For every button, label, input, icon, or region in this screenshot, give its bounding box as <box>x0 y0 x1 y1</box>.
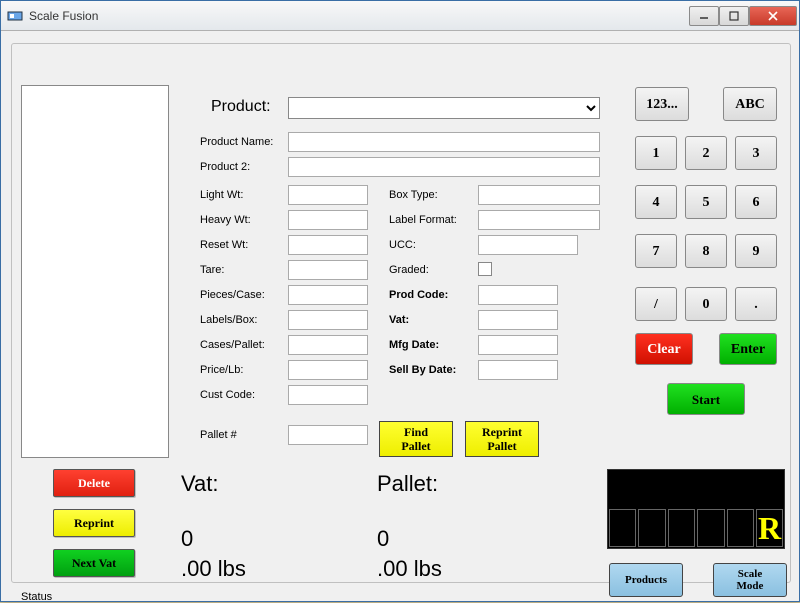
vat-label: Vat: <box>389 314 409 326</box>
light-wt-label: Light Wt: <box>200 189 243 201</box>
price-lb-label: Price/Lb: <box>200 364 243 376</box>
tare-input[interactable] <box>288 260 368 280</box>
key-6[interactable]: 6 <box>735 185 777 219</box>
product-select[interactable] <box>288 97 600 119</box>
vat-total-label: Vat: <box>181 471 219 497</box>
reprint-button[interactable]: Reprint <box>53 509 135 537</box>
key-start[interactable]: Start <box>667 383 745 415</box>
product2-label: Product 2: <box>200 161 250 173</box>
close-button[interactable] <box>749 6 797 26</box>
cust-code-label: Cust Code: <box>200 389 255 401</box>
reprint-pallet-button[interactable]: Reprint Pallet <box>465 421 539 457</box>
display-r: R <box>756 509 783 547</box>
display-cell <box>668 509 695 547</box>
pallet-total-label: Pallet: <box>377 471 438 497</box>
key-4[interactable]: 4 <box>635 185 677 219</box>
mfg-date-label: Mfg Date: <box>389 339 439 351</box>
reset-wt-input[interactable] <box>288 235 368 255</box>
window-title: Scale Fusion <box>29 9 689 23</box>
vat-weight: .00 lbs <box>181 556 246 582</box>
cases-pallet-input[interactable] <box>288 335 368 355</box>
key-slash[interactable]: / <box>635 287 677 321</box>
ucc-label: UCC: <box>389 239 416 251</box>
window-controls <box>689 6 797 26</box>
pieces-case-label: Pieces/Case: <box>200 289 265 301</box>
app-icon <box>7 8 23 24</box>
cases-pallet-label: Cases/Pallet: <box>200 339 265 351</box>
sell-by-input[interactable] <box>478 360 558 380</box>
product-name-input[interactable] <box>288 132 600 152</box>
key-7[interactable]: 7 <box>635 234 677 268</box>
key-5[interactable]: 5 <box>685 185 727 219</box>
next-vat-button[interactable]: Next Vat <box>53 549 135 577</box>
key-enter[interactable]: Enter <box>719 333 777 365</box>
key-8[interactable]: 8 <box>685 234 727 268</box>
key-9[interactable]: 9 <box>735 234 777 268</box>
key-1[interactable]: 1 <box>635 136 677 170</box>
prod-code-label: Prod Code: <box>389 289 448 301</box>
mfg-date-input[interactable] <box>478 335 558 355</box>
status-label: Status <box>21 591 52 603</box>
keypad-mode-abc[interactable]: ABC <box>723 87 777 121</box>
box-type-input[interactable] <box>478 185 600 205</box>
products-button[interactable]: Products <box>609 563 683 597</box>
price-lb-input[interactable] <box>288 360 368 380</box>
graded-label: Graded: <box>389 264 429 276</box>
pieces-case-input[interactable] <box>288 285 368 305</box>
minimize-button[interactable] <box>689 6 719 26</box>
display-cell <box>638 509 665 547</box>
heavy-wt-input[interactable] <box>288 210 368 230</box>
delete-button[interactable]: Delete <box>53 469 135 497</box>
product2-input[interactable] <box>288 157 600 177</box>
client-area: Delete Reprint Next Vat Status Product: … <box>1 31 799 601</box>
app-window: Scale Fusion Delete Reprint Next Vat Sta… <box>0 0 800 602</box>
display-cell <box>609 509 636 547</box>
box-type-label: Box Type: <box>389 189 438 201</box>
pallet-count: 0 <box>377 526 389 552</box>
ucc-input[interactable] <box>478 235 578 255</box>
heavy-wt-label: Heavy Wt: <box>200 214 251 226</box>
prod-code-input[interactable] <box>478 285 558 305</box>
display-cells: R <box>608 508 784 548</box>
maximize-button[interactable] <box>719 6 749 26</box>
product-name-label: Product Name: <box>200 136 273 148</box>
scale-mode-button[interactable]: Scale Mode <box>713 563 787 597</box>
labels-box-label: Labels/Box: <box>200 314 257 326</box>
titlebar: Scale Fusion <box>1 1 799 31</box>
key-clear[interactable]: Clear <box>635 333 693 365</box>
vat-input[interactable] <box>478 310 558 330</box>
reset-wt-label: Reset Wt: <box>200 239 248 251</box>
sell-by-label: Sell By Date: <box>389 364 456 376</box>
label-format-input[interactable] <box>478 210 600 230</box>
scale-display: R <box>607 469 785 549</box>
key-0[interactable]: 0 <box>685 287 727 321</box>
keypad-mode-num[interactable]: 123... <box>635 87 689 121</box>
tare-label: Tare: <box>200 264 224 276</box>
cust-code-input[interactable] <box>288 385 368 405</box>
display-cell <box>697 509 724 547</box>
find-pallet-button[interactable]: Find Pallet <box>379 421 453 457</box>
light-wt-input[interactable] <box>288 185 368 205</box>
labels-box-input[interactable] <box>288 310 368 330</box>
key-2[interactable]: 2 <box>685 136 727 170</box>
key-3[interactable]: 3 <box>735 136 777 170</box>
vat-count: 0 <box>181 526 193 552</box>
display-cell <box>727 509 754 547</box>
key-dot[interactable]: . <box>735 287 777 321</box>
pallet-weight: .00 lbs <box>377 556 442 582</box>
pallet-num-input[interactable] <box>288 425 368 445</box>
graded-checkbox[interactable] <box>478 262 492 276</box>
label-format-label: Label Format: <box>389 214 457 226</box>
product-label: Product: <box>211 98 271 116</box>
left-list[interactable] <box>21 85 169 458</box>
pallet-num-label: Pallet # <box>200 429 237 441</box>
